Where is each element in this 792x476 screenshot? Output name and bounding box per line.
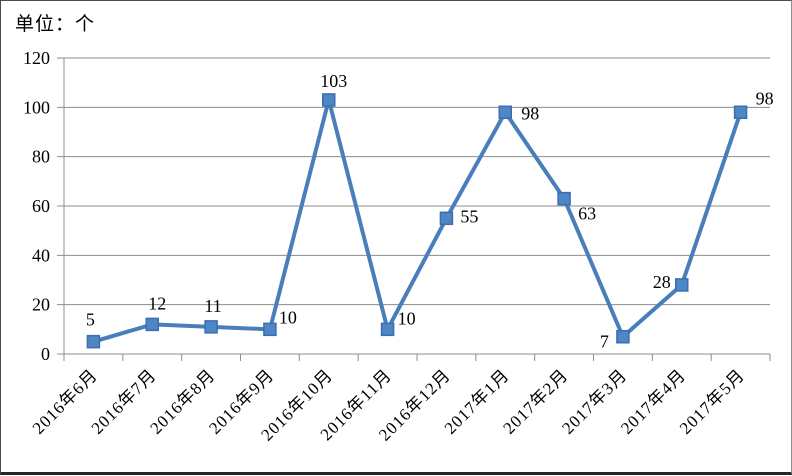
- data-label: 55: [460, 206, 478, 226]
- data-label: 12: [148, 293, 166, 313]
- series-line: [91, 97, 743, 344]
- data-point-marker: [733, 105, 748, 120]
- data-point-marker: [675, 278, 689, 292]
- data-label: 98: [521, 103, 539, 123]
- y-tick-label: 20: [32, 295, 50, 315]
- data-point-marker: [145, 317, 159, 332]
- y-tick-label: 0: [41, 344, 50, 364]
- data-label: 7: [600, 332, 609, 352]
- y-tick-label: 120: [23, 48, 50, 68]
- data-point-marker: [204, 320, 218, 334]
- data-point-marker: [86, 334, 101, 349]
- data-point-marker: [380, 322, 395, 337]
- data-point-marker: [616, 329, 630, 344]
- data-label: 11: [204, 296, 221, 316]
- data-point-marker: [498, 105, 512, 120]
- data-label: 28: [653, 272, 671, 292]
- data-point-marker: [263, 322, 277, 337]
- y-tick-label: 80: [32, 147, 50, 167]
- y-tick-label: 60: [32, 196, 50, 216]
- data-label: 98: [756, 88, 774, 108]
- y-tick-label: 100: [23, 97, 50, 117]
- data-label: 5: [86, 310, 95, 330]
- data-label: 10: [279, 307, 297, 327]
- data-label: 63: [578, 204, 596, 224]
- y-tick-label: 40: [32, 245, 50, 265]
- data-point-marker: [557, 191, 571, 206]
- unit-label: 单位：个: [15, 14, 96, 35]
- data-label: 103: [320, 71, 347, 91]
- data-label: 10: [398, 308, 416, 328]
- data-point-marker: [439, 211, 454, 226]
- data-point-marker: [322, 93, 336, 107]
